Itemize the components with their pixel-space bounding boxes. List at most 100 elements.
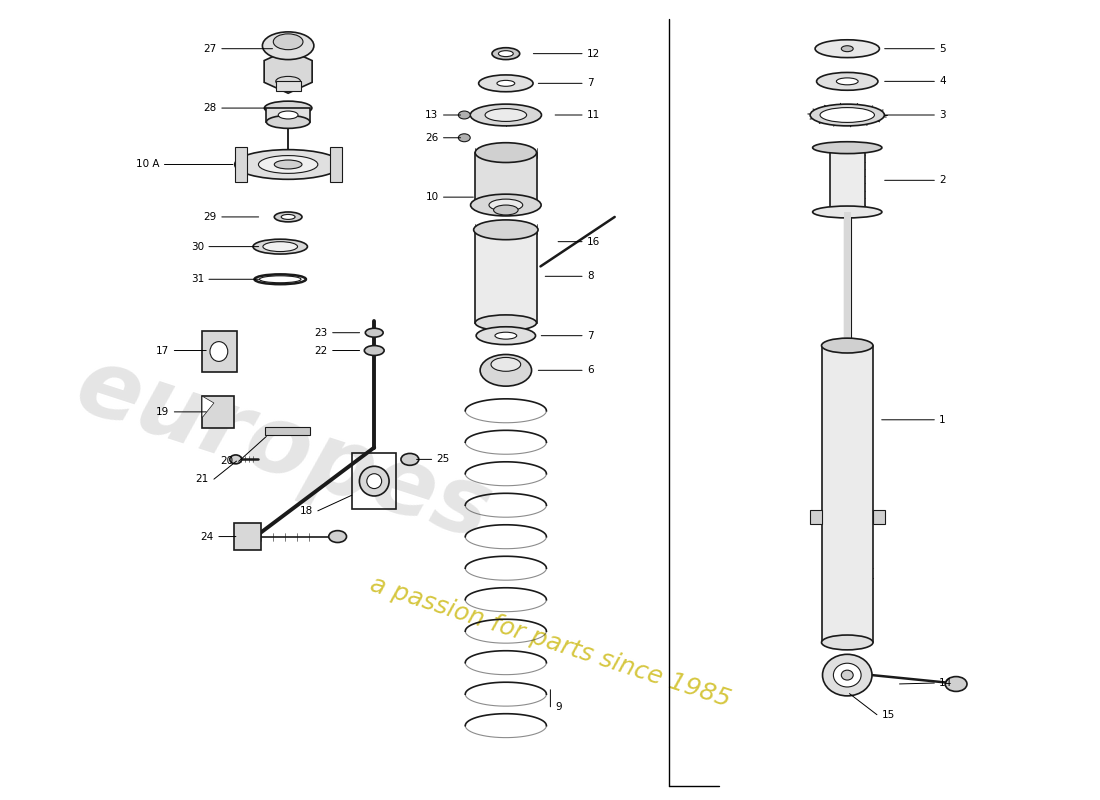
Text: 9: 9 [556,702,562,712]
Ellipse shape [813,142,882,154]
Ellipse shape [480,354,531,386]
Ellipse shape [476,326,536,345]
Bar [202,396,233,428]
Ellipse shape [266,115,310,128]
Ellipse shape [495,332,517,339]
Text: 10 A: 10 A [136,159,160,170]
Ellipse shape [366,474,382,489]
Bar [234,146,246,182]
Text: 1: 1 [939,414,946,425]
Ellipse shape [365,328,383,337]
Ellipse shape [836,78,858,85]
Text: 19: 19 [156,407,169,417]
Text: 4: 4 [939,76,946,86]
Text: 25: 25 [437,454,450,464]
Ellipse shape [475,315,537,330]
Ellipse shape [474,220,538,240]
Text: 12: 12 [587,49,601,58]
Bar [822,346,873,642]
Polygon shape [202,396,213,418]
Ellipse shape [820,107,874,122]
Text: 11: 11 [587,110,601,120]
Ellipse shape [459,111,470,119]
Ellipse shape [276,77,300,86]
Text: 21: 21 [196,474,209,484]
Ellipse shape [274,212,302,222]
Ellipse shape [274,160,302,169]
Ellipse shape [470,104,541,126]
Text: 23: 23 [315,328,328,338]
Text: 30: 30 [191,242,204,252]
Text: 7: 7 [587,78,594,88]
Bar [844,212,850,346]
Ellipse shape [485,109,527,122]
Bar [330,146,342,182]
Ellipse shape [823,654,872,696]
Text: 7: 7 [587,330,594,341]
Ellipse shape [234,150,342,179]
Text: 14: 14 [939,678,953,688]
Text: europes: europes [64,339,503,560]
Ellipse shape [253,239,307,254]
Text: 6: 6 [587,366,594,375]
Ellipse shape [822,338,873,353]
Ellipse shape [273,34,303,50]
Text: 8: 8 [587,271,594,282]
Text: 16: 16 [587,237,601,246]
Text: 5: 5 [939,44,946,54]
Text: 13: 13 [426,110,439,120]
Ellipse shape [459,134,470,142]
Ellipse shape [264,101,312,115]
Ellipse shape [810,104,884,126]
Text: 2: 2 [939,175,946,186]
Ellipse shape [402,454,419,466]
Ellipse shape [816,73,878,90]
Bar [475,230,537,323]
Text: 10: 10 [426,192,439,202]
Ellipse shape [498,50,514,57]
Ellipse shape [258,155,318,174]
Bar [475,153,537,205]
Text: 28: 28 [204,103,217,113]
Ellipse shape [210,342,228,362]
Bar [233,522,262,550]
Bar [810,510,822,524]
Text: 3: 3 [939,110,946,120]
Ellipse shape [360,466,389,496]
Bar [873,510,884,524]
Ellipse shape [842,46,854,52]
Ellipse shape [815,40,879,58]
Text: a passion for parts since 1985: a passion for parts since 1985 [367,573,734,712]
Ellipse shape [230,455,242,464]
Bar [352,454,396,509]
Ellipse shape [842,670,854,680]
Ellipse shape [822,635,873,650]
Polygon shape [264,50,312,94]
Bar [276,82,301,91]
Text: 15: 15 [882,710,895,720]
Text: 27: 27 [204,44,217,54]
Ellipse shape [494,205,518,215]
Bar [266,108,310,122]
Text: 17: 17 [156,346,169,355]
Ellipse shape [490,199,522,211]
Ellipse shape [364,346,384,355]
Ellipse shape [834,663,861,687]
Ellipse shape [263,32,313,59]
Ellipse shape [945,677,967,691]
Ellipse shape [278,111,298,119]
Ellipse shape [492,48,519,59]
Text: 26: 26 [426,133,439,142]
Text: 24: 24 [200,531,213,542]
Ellipse shape [263,242,297,251]
Bar [202,330,236,372]
Ellipse shape [497,80,515,86]
Text: 29: 29 [204,212,217,222]
Ellipse shape [329,530,346,542]
Ellipse shape [471,194,541,216]
Ellipse shape [478,75,534,92]
Ellipse shape [491,358,520,371]
Ellipse shape [475,142,537,162]
Bar [265,426,310,434]
Ellipse shape [282,214,295,219]
